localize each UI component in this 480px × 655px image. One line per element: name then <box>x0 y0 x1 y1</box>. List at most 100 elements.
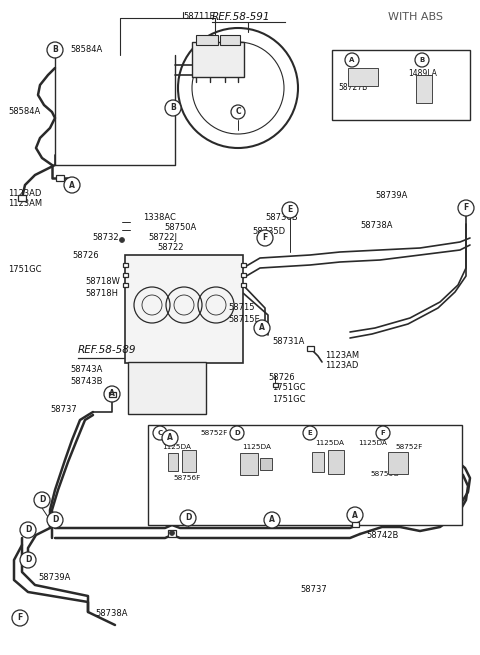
Text: F: F <box>263 233 268 242</box>
Text: A: A <box>69 181 75 189</box>
Bar <box>416 75 432 103</box>
Circle shape <box>282 202 298 218</box>
Bar <box>351 521 359 527</box>
Text: 58752F: 58752F <box>200 430 227 436</box>
Text: D: D <box>52 515 58 525</box>
Circle shape <box>12 610 28 626</box>
Text: 1751GC: 1751GC <box>272 383 305 392</box>
Text: 58756G: 58756G <box>370 471 399 477</box>
Text: WITH ABS: WITH ABS <box>388 12 443 22</box>
Text: 58715E: 58715E <box>228 316 260 324</box>
Text: 58738A: 58738A <box>95 608 128 618</box>
Text: F: F <box>463 204 468 212</box>
Circle shape <box>162 430 178 446</box>
Bar <box>182 450 196 472</box>
Text: 58732: 58732 <box>92 233 119 242</box>
Text: 1123AM: 1123AM <box>325 352 359 360</box>
Text: 58738A: 58738A <box>360 221 393 229</box>
Text: 1125DA: 1125DA <box>315 440 344 446</box>
Circle shape <box>303 426 317 440</box>
Bar <box>168 453 178 471</box>
Text: B: B <box>420 57 425 63</box>
Text: 1125DA: 1125DA <box>162 444 191 450</box>
Text: 58584A: 58584A <box>8 107 40 117</box>
Text: 58750A: 58750A <box>164 223 196 233</box>
Text: 1125DA: 1125DA <box>242 444 271 450</box>
Text: 58726: 58726 <box>268 373 295 383</box>
Circle shape <box>230 426 244 440</box>
Circle shape <box>257 230 273 246</box>
Text: 58726: 58726 <box>72 250 98 259</box>
Circle shape <box>231 105 245 119</box>
Text: 58739A: 58739A <box>38 572 71 582</box>
Text: A: A <box>352 510 358 519</box>
Circle shape <box>376 426 390 440</box>
Text: 58718W: 58718W <box>85 278 120 286</box>
Text: 58742B: 58742B <box>366 531 398 540</box>
Bar <box>307 345 313 350</box>
Bar <box>332 50 470 120</box>
Circle shape <box>264 512 280 528</box>
Text: 58711E: 58711E <box>183 12 215 21</box>
Bar <box>122 263 128 267</box>
Bar <box>240 273 245 277</box>
Text: A: A <box>349 57 355 63</box>
Circle shape <box>347 507 363 523</box>
Circle shape <box>169 531 175 536</box>
Text: REF.58-589: REF.58-589 <box>78 345 136 355</box>
Text: 58739A: 58739A <box>375 191 408 200</box>
Text: 58731A: 58731A <box>272 337 304 346</box>
Bar <box>18 195 26 201</box>
Text: F: F <box>381 430 385 436</box>
Text: 1125DA: 1125DA <box>358 440 387 446</box>
Text: D: D <box>25 555 31 565</box>
Bar <box>148 425 462 525</box>
Bar <box>388 452 408 474</box>
Text: 58735D: 58735D <box>252 227 285 236</box>
Text: A: A <box>259 324 265 333</box>
Circle shape <box>34 492 50 508</box>
Circle shape <box>254 320 270 336</box>
Text: 58743B: 58743B <box>70 377 103 386</box>
Text: B: B <box>170 103 176 113</box>
Bar <box>220 35 240 45</box>
Text: 1123AD: 1123AD <box>8 189 41 198</box>
Circle shape <box>153 426 167 440</box>
Text: D: D <box>185 514 191 523</box>
Text: 58743A: 58743A <box>70 365 102 375</box>
Text: B: B <box>52 45 58 54</box>
Circle shape <box>104 386 120 402</box>
Circle shape <box>20 522 36 538</box>
Text: REF.58-591: REF.58-591 <box>212 12 271 22</box>
Bar <box>196 35 218 45</box>
Text: C: C <box>235 107 241 117</box>
Text: 58736B: 58736B <box>265 214 298 223</box>
Circle shape <box>165 100 181 116</box>
Bar <box>260 458 272 470</box>
Text: A: A <box>109 390 115 398</box>
Text: 58752F: 58752F <box>395 444 422 450</box>
Bar <box>125 255 243 363</box>
Circle shape <box>20 552 36 568</box>
Text: E: E <box>288 206 293 214</box>
Circle shape <box>180 510 196 526</box>
Bar <box>328 450 344 474</box>
Text: 58718H: 58718H <box>85 288 118 297</box>
Bar <box>240 283 245 287</box>
Text: 58756F: 58756F <box>173 475 200 481</box>
Circle shape <box>64 177 80 193</box>
Bar <box>168 529 176 536</box>
Circle shape <box>47 512 63 528</box>
Bar <box>108 392 116 396</box>
Bar <box>192 42 244 77</box>
Text: 58722: 58722 <box>157 244 183 252</box>
Text: 1123AM: 1123AM <box>8 198 42 208</box>
Circle shape <box>458 200 474 216</box>
Text: D: D <box>234 430 240 436</box>
Bar <box>273 383 277 387</box>
Text: 1489LA: 1489LA <box>408 69 437 79</box>
Text: 1751GC: 1751GC <box>272 394 305 403</box>
Text: A: A <box>269 515 275 525</box>
Bar <box>312 452 324 472</box>
Text: 58727B: 58727B <box>338 83 367 92</box>
